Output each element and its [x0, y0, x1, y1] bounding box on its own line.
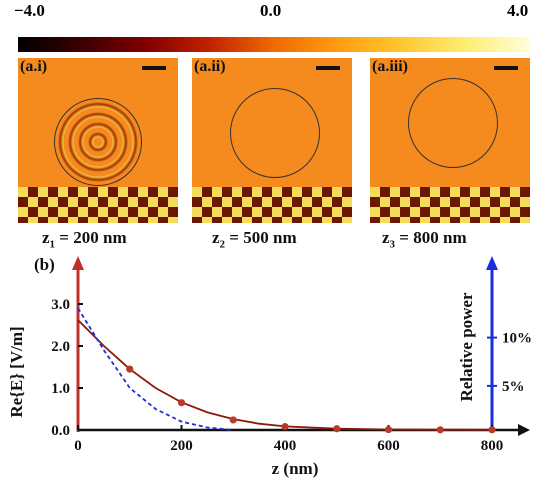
y-axis-label: Re{E} [V/m] — [7, 326, 26, 417]
colorbar — [18, 37, 530, 52]
colorbar-max-label: 4.0 — [507, 1, 529, 20]
right-axis-label: Relative power — [457, 292, 476, 402]
panel-label: (a.ii) — [194, 58, 226, 75]
x-tick-label: 800 — [481, 438, 504, 454]
particle-circle — [408, 78, 498, 168]
data-point — [333, 425, 341, 433]
scale-bar — [142, 66, 166, 70]
x-tick-label: 200 — [170, 438, 193, 454]
caption-value: = 800 nm — [395, 228, 467, 247]
y-tick-label: 1.0 — [51, 381, 70, 397]
data-point — [488, 426, 496, 434]
fit-series-line — [77, 319, 493, 431]
grating-pattern — [370, 187, 530, 223]
right-axis-arrow — [486, 256, 498, 270]
decay-plot: (b) 0 200 400 600 800 0.0 1.0 2.0 3.0 5% 10% z (nm… — [7, 255, 532, 478]
caption-prefix: z — [42, 228, 50, 247]
caption-sub: 1 — [49, 238, 56, 251]
caption-prefix: z — [212, 228, 220, 247]
left-axis-arrow — [72, 256, 84, 270]
caption-sub: 3 — [389, 238, 396, 251]
x-tick-label: 600 — [377, 438, 400, 454]
data-point — [229, 416, 237, 424]
caption-sub: 2 — [219, 238, 226, 251]
x-axis-arrow — [518, 424, 530, 436]
y-tick-label: 3.0 — [51, 297, 70, 313]
y-tick-label: 2.0 — [51, 339, 70, 355]
grating-pattern — [18, 187, 178, 223]
data-point — [281, 423, 289, 431]
data-point — [436, 426, 444, 434]
particle-circle — [54, 98, 142, 186]
right-tick-label: 5% — [502, 379, 525, 395]
data-point — [126, 365, 134, 373]
y-tick-label: 0.0 — [51, 423, 70, 439]
caption-value: = 500 nm — [225, 228, 297, 247]
x-tick-label: 0 — [74, 438, 82, 454]
panel-caption-1: z1 = 200 nm — [42, 228, 127, 250]
x-axis-label: z (nm) — [272, 459, 319, 478]
scale-bar — [494, 66, 518, 70]
particle-circle — [230, 88, 320, 178]
dashed-series-line — [77, 307, 234, 431]
panel-a-ii: (a.ii) — [192, 58, 352, 223]
plot-marks — [77, 307, 496, 434]
x-tick-label: 400 — [274, 438, 297, 454]
data-point — [177, 399, 186, 407]
panel-a-iii: (a.iii) — [370, 58, 530, 223]
colorbar-min-label: −4.0 — [14, 1, 45, 20]
panel-label: (a.iii) — [372, 58, 408, 75]
grating-pattern — [192, 187, 352, 223]
plot-label: (b) — [34, 255, 55, 274]
right-tick-label: 10% — [502, 331, 532, 347]
plot-axes: 0 200 400 600 800 0.0 1.0 2.0 3.0 5% 10% — [51, 256, 532, 454]
caption-prefix: z — [382, 228, 390, 247]
data-point — [384, 425, 393, 434]
scale-bar — [316, 66, 340, 70]
colorbar-mid-label: 0.0 — [260, 1, 282, 20]
panel-a-i: (a.i) — [18, 58, 178, 223]
panel-label: (a.i) — [20, 58, 48, 75]
panel-caption-3: z3 = 800 nm — [382, 228, 467, 250]
caption-value: = 200 nm — [55, 228, 127, 247]
panel-caption-2: z2 = 500 nm — [212, 228, 297, 250]
